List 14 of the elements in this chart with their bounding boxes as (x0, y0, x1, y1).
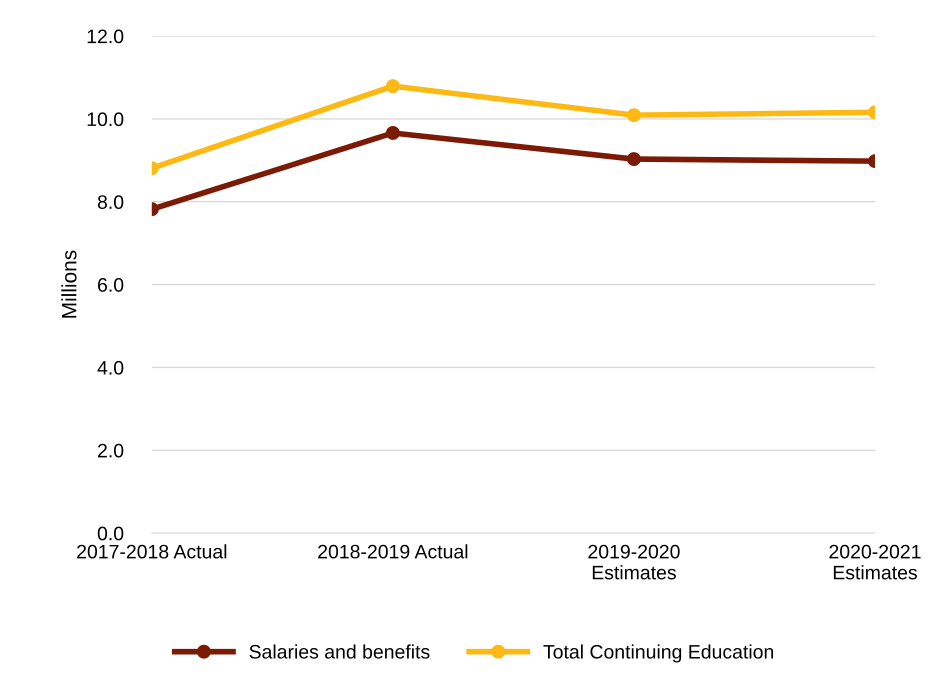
y-tick-label: 0.0 (98, 526, 124, 540)
y-tick-label: 8.0 (98, 195, 124, 209)
legend-label: Total Continuing Education (543, 644, 774, 662)
y-tick-label: 4.0 (97, 360, 124, 375)
legend-label: Salaries and benefits (249, 644, 430, 659)
x-tick-label: 2020-2021 Estimates (829, 544, 921, 580)
x-tick-label: 2018-2019 Actual (318, 544, 468, 559)
y-tick-label: 6.0 (98, 278, 124, 292)
x-tick-label: 2019-2020 Estimates (588, 544, 680, 580)
y-tick-label: 12.0 (88, 30, 124, 44)
y-tick-label: 10.0 (88, 112, 124, 126)
x-tick-label: 2017-2018 Actual (77, 544, 226, 559)
y-tick-label: 2.0 (98, 444, 124, 458)
y-axis-title: Millions (61, 250, 77, 318)
